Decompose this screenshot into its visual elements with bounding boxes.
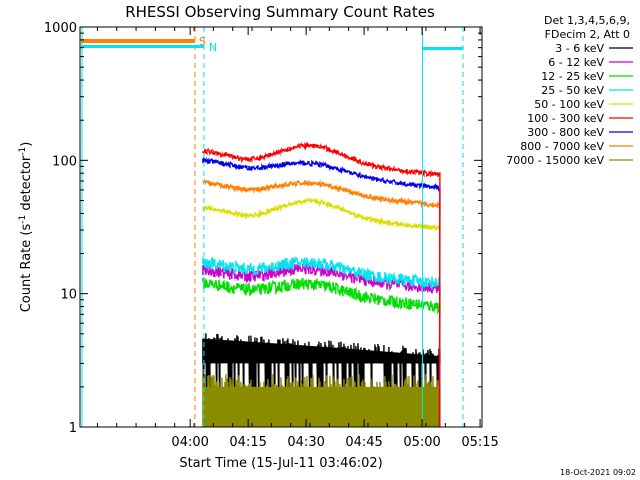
series-line-300-800-kev: [202, 156, 441, 428]
y-tick-label: 1: [69, 421, 77, 436]
series-line-7000-15000-kev: [202, 374, 441, 428]
plot-frame: [79, 26, 483, 428]
footer-timestamp: 18-Oct-2021 09:02: [560, 468, 636, 477]
attenuator-annotation: S: [199, 35, 206, 48]
legend-label: 7000 - 15000 keV: [506, 154, 604, 167]
x-axis: 04:00 04:15 04:30 04:45 05:00 05:15: [96, 27, 499, 450]
legend-label: 100 - 300 keV: [527, 112, 604, 125]
legend-label: 300 - 800 keV: [527, 126, 604, 139]
y-tick-label: 100: [52, 154, 77, 169]
y-tick-label: 1000: [44, 21, 77, 36]
legend-label: 12 - 25 keV: [541, 70, 604, 83]
y-axis: 1 10 100 1000: [44, 21, 482, 436]
legend-label: 3 - 6 keV: [555, 42, 604, 55]
x-tick-label: 05:00: [403, 435, 440, 450]
chart-title: RHESSI Observing Summary Count Rates: [125, 3, 435, 21]
x-tick-label: 04:15: [229, 435, 266, 450]
night-state-bar: [81, 45, 204, 48]
series-layer: [202, 141, 441, 428]
night-annotation: N: [209, 41, 217, 54]
x-axis-label: Start Time (15-Jul-11 03:46:02): [179, 456, 382, 471]
legend-header: Det 1,3,4,5,6,9,: [544, 14, 630, 27]
night-state-bar: [422, 47, 463, 50]
series-line-50-100-kev: [202, 196, 441, 428]
y-axis-label: Count Rate (s-1 detector-1): [18, 142, 34, 313]
series-line-25-50-kev: [202, 256, 441, 428]
x-tick-label: 05:15: [461, 435, 498, 450]
attenuator-state-bar: [81, 39, 195, 43]
series-line-100-300-kev: [202, 141, 441, 428]
series-line-800-7000-kev: [202, 178, 441, 428]
x-tick-label: 04:45: [345, 435, 382, 450]
legend-label: 25 - 50 keV: [541, 84, 604, 97]
legend-label: 50 - 100 keV: [534, 98, 604, 111]
x-tick-label: 04:30: [287, 435, 324, 450]
legend-label: 800 - 7000 keV: [520, 140, 604, 153]
x-tick-label: 04:00: [171, 435, 208, 450]
y-tick-label: 10: [60, 288, 77, 303]
legend: Det 1,3,4,5,6,9,FDecim 2, Att 03 - 6 keV…: [506, 14, 633, 167]
legend-label: 6 - 12 keV: [548, 56, 604, 69]
series-line-12-25-kev: [202, 277, 441, 428]
legend-header: FDecim 2, Att 0: [545, 28, 630, 41]
